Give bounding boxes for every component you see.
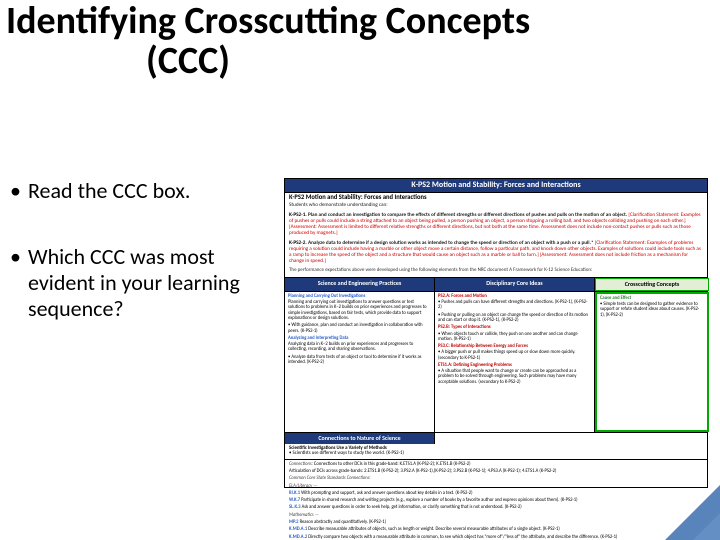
- pe-item: K-PS2-2. Analyze data to determine if a …: [285, 240, 707, 268]
- math-row: MP.2 Reason abstractly and quantitativel…: [289, 520, 703, 525]
- dimension-header-row: Science and Engineering Practices Discip…: [285, 277, 707, 292]
- sep-p1: Planning and carrying out investigations…: [288, 300, 431, 321]
- figure-footer: Connections: Connections to other DCIs i…: [285, 459, 707, 540]
- nature-of-science: Connections to Nature of Science Scienti…: [285, 432, 707, 459]
- dci-h2: PS2.B: Types of Interactions: [438, 325, 591, 330]
- figure-header: K-PS2 Motion and Stability: Forces and I…: [285, 179, 707, 193]
- ccc-b1: • Simple tests can be designed to gather…: [600, 302, 704, 318]
- slide-title: Identifying Crosscutting Concepts (CCC): [6, 2, 530, 82]
- ccc-h1: Cause and Effect: [600, 296, 704, 301]
- corner-accent-icon: [665, 485, 720, 540]
- bullet-text: Read the CCC box.: [28, 178, 190, 204]
- sep-header: Science and Engineering Practices: [285, 278, 435, 291]
- ela-row: RI.K.1 With prompting and support, ask a…: [289, 491, 703, 496]
- ccc-column: Cause and Effect • Simple tests can be d…: [595, 292, 709, 432]
- dci-header: Disciplinary Core Ideas: [435, 278, 595, 291]
- ccc-header: Crosscutting Concepts: [595, 278, 709, 291]
- bullet-text: Which CCC was most evident in your learn…: [28, 244, 270, 322]
- sep-column: Planning and Carrying Out Investigations…: [285, 292, 435, 432]
- nature-b: Scientists use different ways to study t…: [292, 450, 403, 456]
- title-line-2: (CCC): [6, 42, 530, 82]
- nature-body: Scientific Investigations Use a Variety …: [285, 444, 707, 459]
- dimension-body: Planning and Carrying Out Investigations…: [285, 292, 707, 432]
- math-row: K.MD.A.1 Describe measurable attributes …: [289, 527, 703, 532]
- bullet-item: • Read the CCC box.: [10, 178, 270, 204]
- figure-note: The performance expectations above were …: [285, 268, 707, 277]
- dci-b5: • A situation that people want to change…: [438, 369, 591, 385]
- sep-h1: Planning and Carrying Out Investigations: [288, 294, 431, 299]
- bullet-item: • Which CCC was most evident in your lea…: [10, 244, 270, 322]
- nature-header: Connections to Nature of Science: [285, 433, 435, 444]
- bullet-list: • Read the CCC box. • Which CCC was most…: [10, 178, 270, 362]
- foot-connections: Connections: Connections to other DCIs i…: [289, 462, 703, 467]
- ccss-label: Common Core State Standards Connections:: [289, 476, 703, 481]
- figure-subhead: K-PS2 Motion and Stability: Forces and I…: [285, 193, 707, 202]
- math-label: Mathematics —: [289, 513, 703, 518]
- dci-b4: • A bigger push or pull makes things spe…: [438, 350, 591, 361]
- dci-h3: PS3.C: Relationship Between Energy and F…: [438, 344, 591, 349]
- pe-item: K-PS2-1. Plan and conduct an investigati…: [285, 212, 707, 240]
- title-line-1: Identifying Crosscutting Concepts: [6, 0, 530, 44]
- ela-row: W.K.7 Participate in shared research and…: [289, 498, 703, 503]
- bullet-dot-icon: •: [10, 244, 28, 322]
- dci-b1: • Pushes and pulls can have different st…: [438, 300, 591, 311]
- slide: Identifying Crosscutting Concepts (CCC) …: [0, 0, 720, 540]
- ela-label: ELA/Literacy —: [289, 484, 703, 489]
- dci-column: PS2.A: Forces and Motion • Pushes and pu…: [435, 292, 595, 432]
- sep-b1: • With guidance, plan and conduct an inv…: [288, 323, 431, 334]
- foot-articulation: Articulation of DCIs across grade-bands:…: [289, 469, 703, 474]
- sep-h2: Analyzing and Interpreting Data: [288, 336, 431, 341]
- dci-b3: • When objects touch or collide, they pu…: [438, 332, 591, 343]
- dci-b2: • Pushing or pulling on an object can ch…: [438, 313, 591, 324]
- figure-intro: Students who demonstrate understanding c…: [285, 202, 707, 212]
- ela-row: SL.K.3 Ask and answer questions in order…: [289, 505, 703, 510]
- math-row: K.MD.A.2 Directly compare two objects wi…: [289, 535, 703, 540]
- standards-figure: K-PS2 Motion and Stability: Forces and I…: [284, 178, 708, 488]
- dci-h1: PS2.A: Forces and Motion: [438, 294, 591, 299]
- dci-h4: ETS1.A: Defining Engineering Problems: [438, 363, 591, 368]
- sep-p2: Analyzing data in K–2 builds on prior ex…: [288, 342, 431, 353]
- sep-b2: • Analyze data from tests of an object o…: [288, 355, 431, 366]
- bullet-dot-icon: •: [10, 178, 28, 204]
